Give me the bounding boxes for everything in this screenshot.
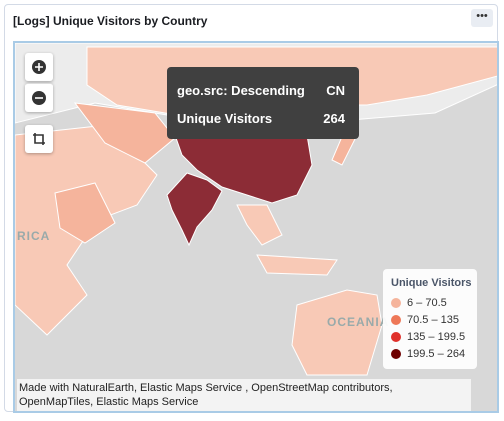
tooltip-key: geo.src: Descending (177, 83, 305, 98)
legend-item: 135 – 199.5 (391, 331, 465, 343)
map-label: OCEANIA (327, 315, 390, 329)
legend-swatch (391, 332, 401, 342)
legend-label: 199.5 – 264 (407, 348, 466, 360)
tooltip-value: CN (326, 83, 345, 98)
country[interactable] (54, 182, 116, 244)
attribution: Made with NaturalEarth, Elastic Maps Ser… (17, 379, 471, 411)
legend-label: 135 – 199.5 (407, 331, 466, 343)
crop-tool[interactable] (25, 125, 53, 153)
panel-title: [Logs] Unique Visitors by Country (13, 14, 208, 28)
legend-item: 6 – 70.5 (391, 297, 447, 309)
tooltip-row: geo.src: Descending CN (177, 83, 345, 98)
map[interactable]: RICA OCEANIA geo.src: Descending CN Uniqu… (13, 41, 499, 413)
map-label: RICA (17, 229, 51, 243)
panel-menu[interactable]: ••• (471, 9, 493, 27)
tooltip-key: Unique Visitors (177, 111, 273, 126)
legend-swatch (391, 315, 401, 325)
legend-label: 70.5 – 135 (407, 314, 459, 326)
country[interactable] (73, 102, 176, 164)
country[interactable] (166, 172, 223, 247)
tooltip: geo.src: Descending CN Unique Visitors 264 (167, 67, 359, 139)
zoom-in[interactable] (25, 53, 53, 81)
tooltip-value: 264 (323, 111, 345, 126)
zoom-out[interactable] (25, 83, 53, 112)
country[interactable] (291, 289, 383, 376)
legend-swatch (391, 298, 401, 308)
tooltip-row: Unique Visitors 264 (177, 111, 345, 126)
legend-label: 6 – 70.5 (407, 297, 447, 309)
legend: Unique Visitors 6 – 70.5 70.5 – 135 135 – … (383, 269, 477, 369)
legend-item: 199.5 – 264 (391, 348, 465, 360)
panel: [Logs] Unique Visitors by Country ••• RI… (4, 4, 499, 413)
legend-item: 70.5 – 135 (391, 314, 459, 326)
legend-swatch (391, 349, 401, 359)
country[interactable] (256, 254, 338, 276)
country[interactable] (236, 204, 283, 246)
legend-title: Unique Visitors (391, 277, 472, 289)
